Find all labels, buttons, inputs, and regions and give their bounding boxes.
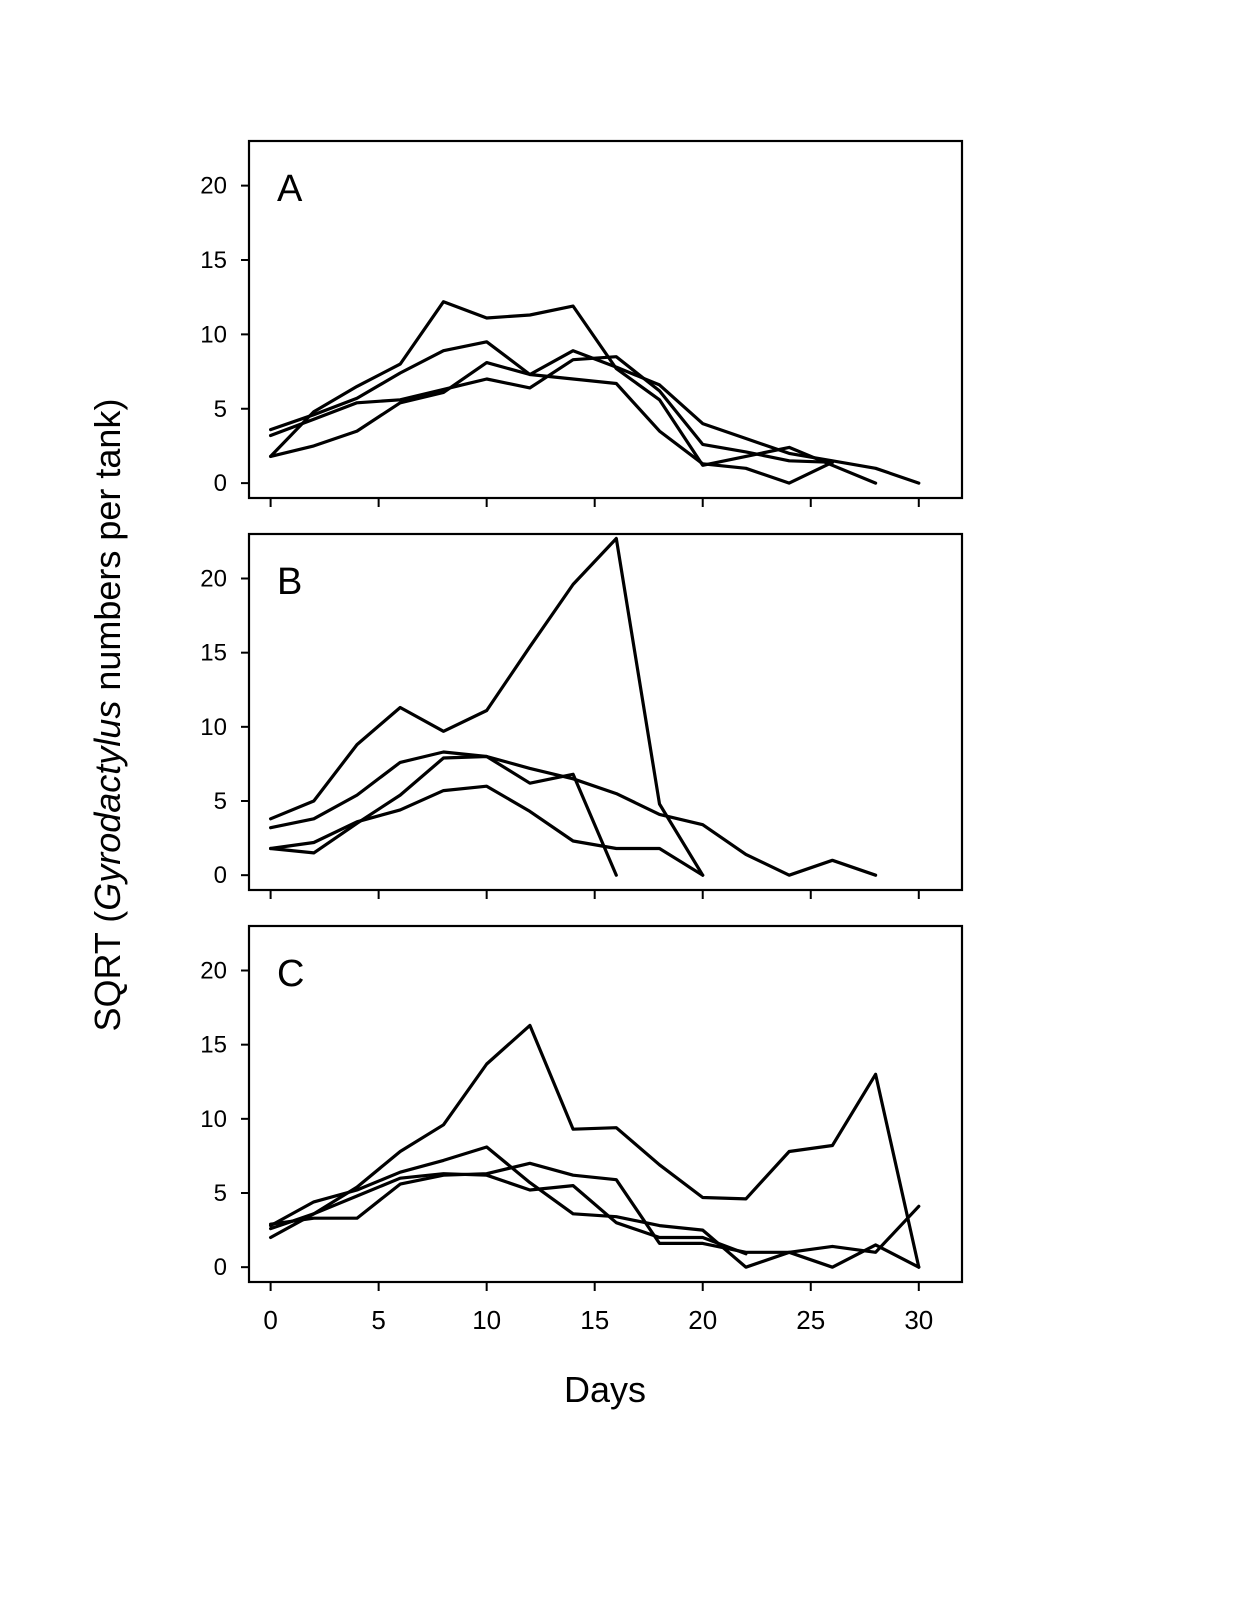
panel-a-label: A <box>277 168 303 210</box>
panel-a-frame <box>247 139 964 500</box>
panel-c-ytick-label-5: 5 <box>214 1180 227 1207</box>
panel-b-frame <box>247 532 964 892</box>
y-axis-title-suffix: numbers per tank) <box>87 399 128 701</box>
panel-b-series-1 <box>269 536 705 877</box>
panel-c-series-2 <box>269 1145 921 1269</box>
panel-a-ytick-label-15: 15 <box>200 247 227 274</box>
panel-c-ytick-label-15: 15 <box>200 1032 227 1059</box>
panel-c-xtick-label-5: 5 <box>371 1305 385 1335</box>
x-axis-title: Days <box>564 1369 646 1410</box>
panel-a-series-4 <box>269 361 835 485</box>
panel-c-xtick-label-0: 0 <box>263 1305 277 1335</box>
panel-a-ytick-label-5: 5 <box>214 396 227 423</box>
panel-c-series-3 <box>269 1161 921 1254</box>
panel-c-series-4 <box>269 1172 748 1256</box>
panel-b-label: B <box>277 561 302 603</box>
panel-a-series-1 <box>269 300 878 485</box>
panel-c: 0 5 10 15 20 0 5 10 15 20 25 30 C <box>200 924 964 1335</box>
panel-b-ytick-label-15: 15 <box>200 640 227 667</box>
panel-b-ytick-label-0: 0 <box>214 862 227 889</box>
panel-b-series-2 <box>269 750 878 877</box>
panel-c-xtick-label-10: 10 <box>472 1305 501 1335</box>
panel-c-ytick-label-0: 0 <box>214 1254 227 1281</box>
panel-b-ytick-label-10: 10 <box>200 714 227 741</box>
y-axis-title: SQRT (Gyrodactylus numbers per tank) <box>87 399 128 1032</box>
y-axis-title-italic: Gyrodactylus <box>87 701 128 911</box>
panel-c-xtick-label-20: 20 <box>688 1305 717 1335</box>
panel-c-ytick-label-20: 20 <box>200 958 227 985</box>
panel-c-ytick-label-10: 10 <box>200 1106 227 1133</box>
panel-a: 0 5 10 15 20 A <box>200 139 964 507</box>
panel-a-ytick-label-20: 20 <box>200 173 227 200</box>
panel-c-xtick-label-15: 15 <box>580 1305 609 1335</box>
panel-b-ytick-label-5: 5 <box>214 788 227 815</box>
panel-a-ytick-label-0: 0 <box>214 470 227 497</box>
panel-b: 0 5 10 15 20 B <box>200 532 964 899</box>
panel-c-label: C <box>277 953 304 995</box>
panel-b-series-3 <box>269 754 618 877</box>
panel-c-series-1 <box>269 1023 921 1269</box>
panels: 0 5 10 15 20 A 0 5 10 15 20 B 0 5 10 15 20 0 5 10 15 20 25 30 C <box>200 139 964 1335</box>
panel-b-ytick-label-20: 20 <box>200 566 227 593</box>
panel-c-xtick-label-25: 25 <box>796 1305 825 1335</box>
panel-c-xtick-label-30: 30 <box>904 1305 933 1335</box>
panel-c-frame <box>247 924 964 1284</box>
y-axis-title-prefix: SQRT ( <box>87 911 128 1032</box>
panel-a-ytick-label-10: 10 <box>200 321 227 348</box>
panel-a-series-3 <box>269 355 835 464</box>
panel-b-series-4 <box>269 784 705 877</box>
